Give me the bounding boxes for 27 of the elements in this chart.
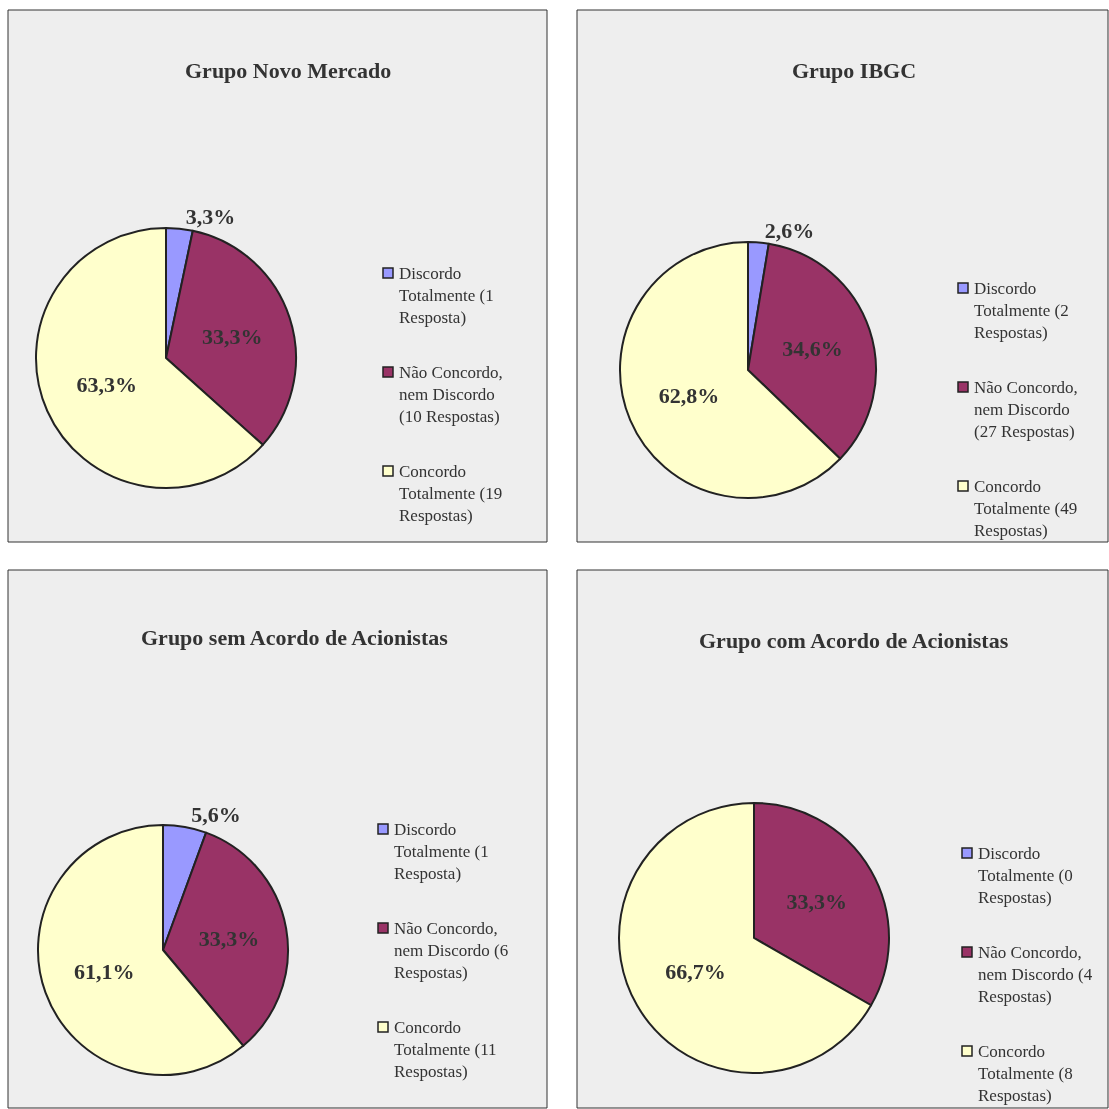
- legend-label: Não Concordo, nem Discordo (27 Respostas): [974, 378, 1078, 442]
- data-label: 5,6%: [191, 802, 241, 828]
- legend-label: Não Concordo, nem Discordo (10 Respostas): [399, 363, 503, 427]
- legend-label: Discordo Totalmente (1 Resposta): [399, 264, 494, 328]
- legend-label: Não Concordo, nem Discordo (4 Respostas): [978, 943, 1093, 1007]
- data-label: 62,8%: [658, 382, 720, 408]
- chart-title: Grupo Novo Mercado: [185, 58, 392, 83]
- legend-label: Discordo Totalmente (0 Respostas): [978, 844, 1073, 908]
- legend-label: Discordo Totalmente (1 Resposta): [394, 820, 489, 884]
- legend-label: Concordo Totalmente (11 Respostas): [394, 1018, 497, 1082]
- legend-label: Concordo Totalmente (49 Respostas): [974, 477, 1078, 541]
- data-label: 63,3%: [76, 371, 137, 397]
- data-label: 2,6%: [764, 217, 815, 243]
- data-label: 33,3%: [201, 323, 263, 349]
- data-label: 33,3%: [198, 925, 260, 951]
- data-label: 3,3%: [185, 203, 236, 229]
- chart-title: Grupo com Acordo de Acionistas: [699, 628, 1009, 653]
- chart-title: Grupo IBGC: [792, 58, 917, 83]
- data-label: 33,3%: [786, 889, 847, 915]
- data-label: 34,6%: [782, 336, 843, 362]
- legend-label: Concordo Totalmente (19 Respostas): [399, 462, 503, 526]
- chart-title: Grupo sem Acordo de Acionistas: [141, 625, 449, 650]
- data-label: 61,1%: [74, 958, 135, 984]
- legend-label: Discordo Totalmente (2 Respostas): [974, 279, 1069, 343]
- legend-label: Concordo Totalmente (8 Respostas): [978, 1042, 1073, 1106]
- legend-label: Não Concordo, nem Discordo (6 Respostas): [394, 919, 509, 983]
- data-label: 66,7%: [665, 959, 726, 985]
